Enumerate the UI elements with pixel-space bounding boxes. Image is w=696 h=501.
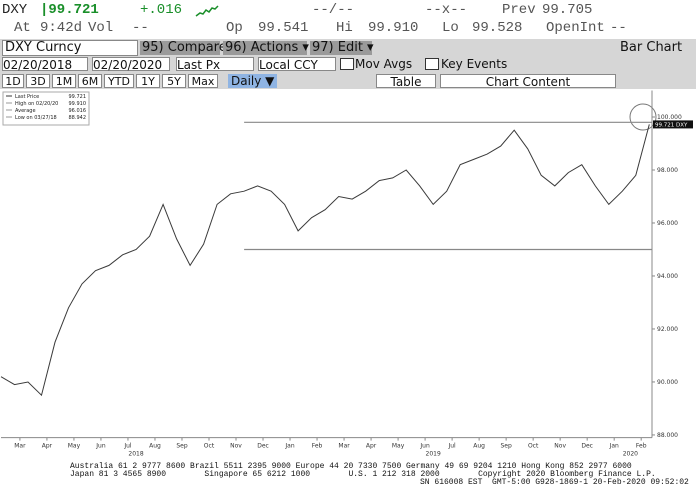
- legend-label: High on 02/20/20: [15, 101, 58, 107]
- year-label: 2018: [128, 451, 143, 458]
- legend-label: Last Price: [15, 94, 39, 100]
- oi-label: OpenInt: [546, 20, 605, 36]
- key-events-label[interactable]: Key Events: [441, 57, 508, 71]
- last-price-tag: [653, 120, 693, 129]
- footer-contacts-1: Australia 61 2 9777 8600 Brazil 5511 239…: [70, 462, 632, 471]
- legend-label: Average: [15, 108, 36, 114]
- x-tick-label: Apr: [366, 443, 377, 450]
- period-button[interactable]: Max: [188, 74, 218, 88]
- highlight-circle: [629, 103, 657, 131]
- legend-box: [2, 91, 90, 126]
- period-button[interactable]: 1D: [2, 74, 24, 88]
- table-button[interactable]: Table: [376, 74, 436, 89]
- last-price: |99.721: [40, 2, 99, 18]
- vol-label: Vol: [88, 20, 114, 36]
- open-label: Op: [226, 20, 243, 36]
- oi: --: [610, 20, 627, 36]
- x-tick-label: Apr: [42, 443, 53, 450]
- currency-select[interactable]: Local CCY: [258, 57, 336, 72]
- high: 99.910: [368, 20, 419, 36]
- x-tick-label: Jul: [123, 443, 132, 450]
- period-button[interactable]: 1M: [52, 74, 76, 88]
- x-tick-label: Mar: [14, 443, 26, 450]
- key-events-checkbox[interactable]: [425, 58, 439, 70]
- x-tick-label: Nov: [230, 443, 242, 450]
- vol: --: [132, 20, 149, 36]
- legend-value: 88.942: [69, 115, 87, 121]
- chart-content-button[interactable]: Chart Content: [440, 74, 616, 89]
- x-tick-label: Nov: [554, 443, 566, 450]
- chart: 88.000 90.000 92.000 94.000 96.000 98.000 100.…: [0, 90, 696, 460]
- date-field: --/--: [312, 2, 355, 18]
- x-tick-label: Jan: [609, 443, 619, 450]
- y-tick-label: 94.000: [657, 273, 678, 280]
- period-button[interactable]: 5Y: [162, 74, 186, 88]
- at-label: At: [14, 20, 31, 36]
- period-button[interactable]: YTD: [104, 74, 134, 88]
- legend-value: 96.016: [69, 108, 87, 114]
- start-date[interactable]: 02/20/2018: [2, 57, 88, 72]
- compare-button[interactable]: 95) Compare: [140, 40, 227, 55]
- price-line: [0, 124, 650, 397]
- field-select[interactable]: Last Px: [176, 57, 254, 72]
- mov-avgs-checkbox[interactable]: [340, 58, 354, 70]
- chart-background: [0, 90, 696, 460]
- open: 99.541: [258, 20, 309, 36]
- x-tick-label: Aug: [473, 443, 485, 450]
- view-label: Bar Chart: [620, 40, 683, 55]
- y-tick-label: 98.000: [657, 167, 678, 174]
- x-tick-label: Dec: [581, 443, 593, 450]
- y-tick-label: 90.000: [657, 379, 678, 386]
- x-tick-label: May: [392, 443, 405, 450]
- x-tick-label: Sep: [500, 443, 512, 450]
- edit-button[interactable]: 97) Edit ▾: [310, 40, 374, 55]
- footer-contacts-2: Japan 81 3 4565 8900 Singapore 65 6212 1…: [70, 470, 656, 479]
- prev-label: Prev: [502, 2, 536, 18]
- y-tick-label: 88.000: [657, 432, 678, 439]
- year-label: 2019: [426, 451, 441, 458]
- legend-value: 99.721: [69, 94, 87, 100]
- x-tick-label: May: [68, 443, 81, 450]
- actions-button[interactable]: 96) Actions ▾: [223, 40, 309, 55]
- x-tick-label: Jul: [447, 443, 456, 450]
- x-tick-label: Oct: [528, 443, 539, 450]
- period-button[interactable]: 1Y: [136, 74, 160, 88]
- x-tick-label: Dec: [257, 443, 269, 450]
- mov-avgs-label[interactable]: Mov Avgs: [355, 57, 413, 71]
- x-field: --x--: [425, 2, 468, 18]
- x-tick-label: Feb: [312, 443, 323, 450]
- ticker: DXY: [2, 2, 28, 18]
- x-tick-label: Feb: [636, 443, 647, 450]
- x-tick-label: Oct: [204, 443, 215, 450]
- prev: 99.705: [542, 2, 593, 18]
- y-tick-label: 100.000: [657, 114, 682, 121]
- x-tick-label: Jun: [95, 443, 106, 450]
- last-price-tag-label: 99.721 DXY: [655, 122, 688, 128]
- x-tick-label: Jun: [419, 443, 430, 450]
- sparkline-icon: [195, 5, 219, 17]
- y-tick-label: 92.000: [657, 326, 678, 333]
- x-tick-label: Sep: [176, 443, 188, 450]
- frequency-select[interactable]: Daily ▼: [228, 74, 277, 88]
- legend-value: 99.910: [69, 101, 87, 107]
- time: 9:42d: [40, 20, 83, 36]
- x-tick-label: Jan: [284, 443, 294, 450]
- x-tick-label: Aug: [149, 443, 161, 450]
- period-button[interactable]: 3D: [26, 74, 50, 88]
- low-label: Lo: [442, 20, 459, 36]
- legend-label: Low on 03/27/18: [15, 115, 57, 121]
- period-button[interactable]: 6M: [78, 74, 102, 88]
- year-label: 2020: [623, 451, 638, 458]
- low: 99.528: [472, 20, 523, 36]
- change: +.016: [140, 2, 183, 18]
- x-tick-label: Mar: [338, 443, 350, 450]
- footer-session: SN 616008 EST GMT-5:00 G928-1869-1 20-Fe…: [420, 478, 689, 487]
- end-date[interactable]: 02/20/2020: [92, 57, 170, 72]
- security-input[interactable]: DXY Curncy: [2, 40, 138, 56]
- y-tick-label: 96.000: [657, 220, 678, 227]
- high-label: Hi: [336, 20, 353, 36]
